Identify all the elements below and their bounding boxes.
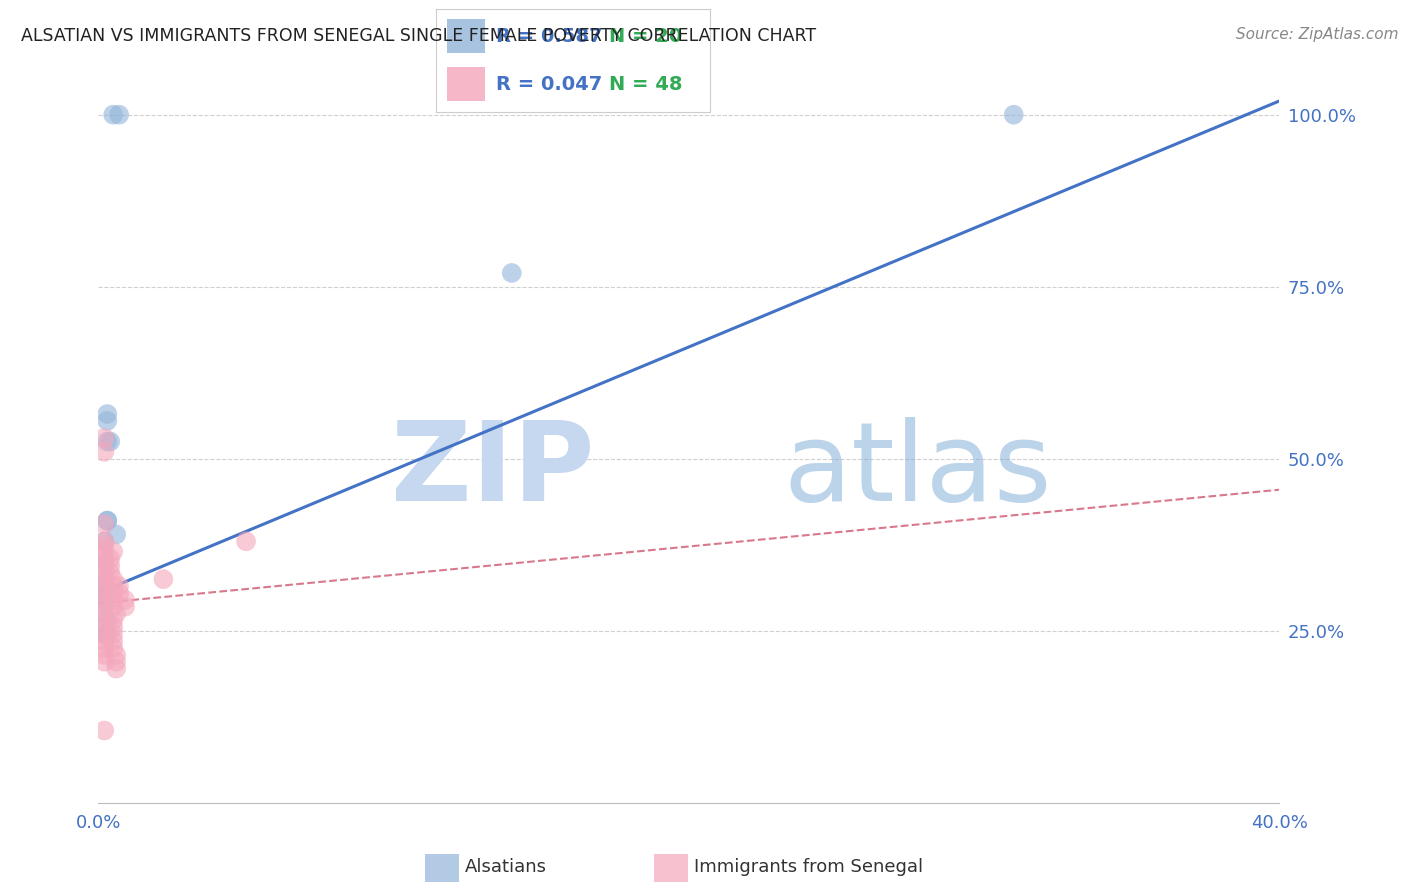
Text: Alsatians: Alsatians [465,858,547,877]
Point [93,572,115,586]
Point [96,514,118,528]
Point [105,527,128,541]
Point [93,627,115,641]
Point [93,538,115,552]
Point [152,572,174,586]
Point [103,108,125,122]
Point [235,534,257,549]
Point [93,627,115,641]
Point [93,607,115,621]
Text: R = 0.047: R = 0.047 [496,75,602,94]
Point [1002,108,1025,122]
Point [103,572,125,586]
Point [93,555,115,569]
Point [93,620,115,634]
Bar [447,68,485,101]
Point [105,648,128,662]
Point [93,431,115,445]
Point [93,558,115,573]
Point [105,662,128,676]
Point [108,108,131,122]
Point [501,266,523,280]
Point [103,579,125,593]
Point [114,592,136,607]
Point [98,558,121,573]
Text: ALSATIAN VS IMMIGRANTS FROM SENEGAL SINGLE FEMALE POVERTY CORRELATION CHART: ALSATIAN VS IMMIGRANTS FROM SENEGAL SING… [21,27,817,45]
Point [93,566,115,580]
Text: atlas: atlas [783,417,1052,524]
Point [103,586,125,600]
Point [93,586,115,600]
Point [93,592,115,607]
Point [96,627,118,641]
Point [93,579,115,593]
Point [103,592,125,607]
Point [98,566,121,580]
Point [93,723,115,738]
Point [93,445,115,459]
Point [93,551,115,566]
Point [103,544,125,558]
Text: Source: ZipAtlas.com: Source: ZipAtlas.com [1236,27,1399,42]
Point [93,534,115,549]
Text: R = 0.587: R = 0.587 [496,27,603,45]
Point [103,620,125,634]
Point [93,640,115,655]
Point [93,655,115,669]
Bar [425,855,458,881]
Point [105,607,128,621]
Point [93,596,115,610]
Point [93,648,115,662]
Point [93,534,115,549]
Point [96,614,118,628]
Text: N = 48: N = 48 [609,75,682,94]
Point [96,414,118,428]
Point [103,614,125,628]
Point [108,586,131,600]
Text: N = 20: N = 20 [609,27,682,45]
Point [103,640,125,655]
Point [98,434,121,449]
Point [108,579,131,593]
Point [96,514,118,528]
Point [114,599,136,614]
Bar [654,855,688,881]
Point [96,434,118,449]
Point [93,575,115,590]
Bar [447,19,485,53]
Point [103,599,125,614]
Text: Immigrants from Senegal: Immigrants from Senegal [693,858,922,877]
Point [103,634,125,648]
Point [93,544,115,558]
Point [93,590,115,604]
Point [93,599,115,614]
Point [105,655,128,669]
Point [96,407,118,421]
Text: ZIP: ZIP [391,417,595,524]
Point [93,634,115,648]
Point [103,627,125,641]
Point [93,517,115,532]
Point [98,551,121,566]
Point [93,614,115,628]
